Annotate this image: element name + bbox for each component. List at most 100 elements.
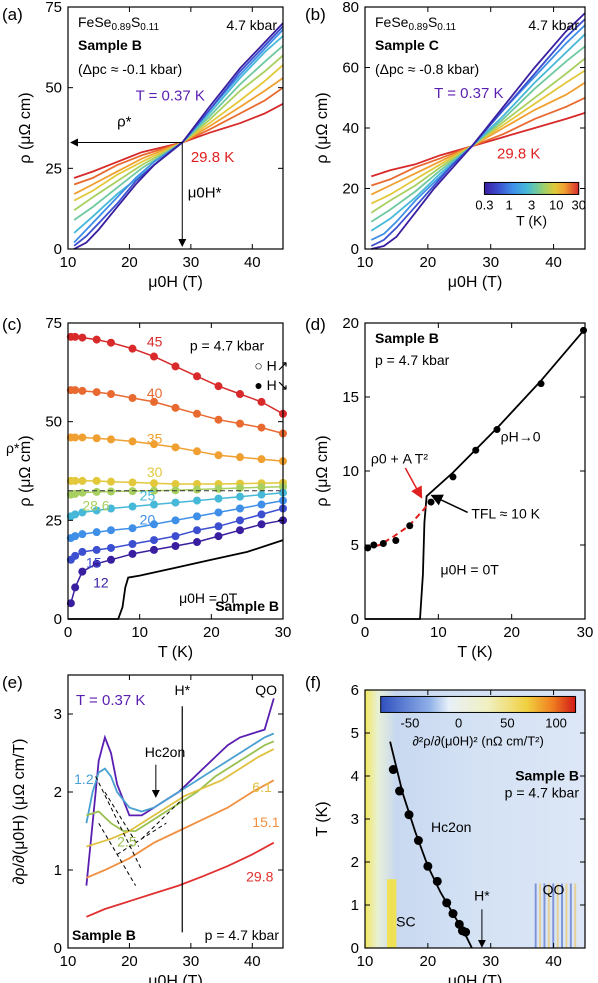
hc2-point (404, 810, 414, 820)
x-tick-label: 40 (244, 953, 261, 970)
h-star-label: μ0H* (188, 184, 222, 201)
tangent-guide (95, 776, 143, 871)
data-point (78, 333, 87, 342)
high-temperature-label: 29.8 K (191, 149, 234, 166)
derivative-curve-1.2K (85, 732, 275, 824)
data-point (236, 390, 244, 399)
data-point (193, 496, 201, 505)
data-point (214, 508, 223, 517)
plot-frame-a (67, 6, 284, 250)
data-point (257, 423, 266, 432)
data-point (107, 338, 115, 347)
data-point (379, 540, 387, 548)
data-point (406, 522, 414, 530)
y-tick-label: 1 (351, 897, 359, 914)
y-tick-label: 2 (54, 784, 62, 801)
hc2-point (395, 786, 405, 796)
qo-stripe (534, 883, 537, 948)
y-tick-label: 4 (351, 768, 359, 785)
qo-stripe (552, 883, 555, 948)
y-tick-label: 60 (342, 60, 359, 77)
data-point (71, 386, 80, 395)
data-point (150, 479, 158, 488)
derivative-curve-6.1K (86, 748, 275, 848)
data-point (236, 504, 244, 513)
x-tick-label: 30 (577, 624, 594, 641)
data-point (107, 487, 115, 496)
data-point (493, 426, 501, 434)
x-tick-label: 10 (430, 624, 447, 641)
data-point (71, 583, 80, 592)
data-point (66, 599, 75, 608)
data-point (214, 494, 223, 503)
data-point (257, 483, 266, 492)
y-tick-label: 1 (54, 862, 62, 879)
data-point (236, 483, 244, 492)
data-point (128, 478, 137, 487)
data-point (236, 419, 244, 428)
data-point (150, 440, 158, 449)
data-point (92, 487, 101, 496)
colorbar-tick-label: 30 (571, 197, 585, 212)
data-point (107, 543, 115, 552)
x-tick-label: 10 (60, 254, 77, 271)
y-tick-label: 2 (351, 854, 359, 871)
data-point (71, 332, 80, 341)
y-tick-label: 15 (342, 389, 359, 406)
rho-vs-field-curve-1.2K (370, 18, 586, 247)
quantum-oscillation-label: QO (543, 881, 565, 897)
data-point (71, 476, 80, 485)
x-tick-label: 30 (183, 254, 200, 271)
y-tick-label: 20 (342, 181, 359, 198)
y-tick-label: 0 (351, 241, 359, 258)
field-label: 45 (147, 334, 163, 350)
hc2-point (461, 927, 471, 937)
data-point (92, 559, 101, 568)
data-point (193, 485, 201, 494)
pressure-label: 4.7 kbar (528, 17, 579, 33)
rho-vs-temperature-40T (70, 389, 284, 435)
x-tick-label: 10 (60, 953, 77, 970)
tangent-guide (116, 822, 167, 855)
legend-closed-symbol: ● H↘ (254, 377, 288, 393)
panel-tag: (f) (305, 673, 321, 692)
data-point (150, 536, 158, 545)
y-tick-label: 5 (351, 725, 359, 742)
hc2-point (432, 876, 442, 886)
data-point (92, 335, 101, 344)
zero-field-curve (365, 328, 586, 620)
data-point (92, 388, 101, 397)
sample-label: Sample B (72, 927, 136, 943)
qo-stripe (543, 883, 546, 948)
data-point (71, 532, 80, 541)
rho-star-label: ρ* (117, 113, 132, 130)
panel-tag: (a) (2, 5, 23, 24)
x-axis-label: μ0H (T) (148, 973, 203, 983)
x-axis-label: μ0H (T) (448, 973, 503, 983)
data-point (150, 352, 158, 361)
sample-label: Sample B (375, 330, 439, 346)
fit-label: ρ0 + A T² (371, 451, 428, 467)
x-tick-label: 20 (121, 254, 138, 271)
y-tick-label: 6 (351, 682, 359, 699)
rho-star-label: ρ* (6, 440, 20, 456)
data-point (92, 545, 101, 554)
superconducting-region-label: SC (396, 914, 415, 930)
data-point (71, 551, 80, 560)
panel-tag: (c) (2, 315, 22, 334)
sample-label: Sample B (515, 767, 579, 783)
high-temperature-label: 29.8 K (497, 145, 540, 162)
pressure-offset-note: (Δpc ≈ -0.8 kbar) (375, 61, 479, 77)
data-point (171, 443, 180, 452)
y-tick-label: 0 (351, 611, 359, 628)
data-point (214, 451, 223, 460)
derivative-curve-2.5K (86, 740, 275, 832)
x-tick-label: 20 (203, 624, 220, 641)
rho-vs-field-curve-29.8K (73, 103, 284, 179)
x-tick-label: 30 (183, 953, 200, 970)
data-point (150, 520, 158, 529)
data-point (92, 476, 101, 485)
y-tick-label: 25 (45, 160, 62, 177)
hc2-point (423, 861, 433, 871)
field-label: 40 (147, 385, 163, 401)
